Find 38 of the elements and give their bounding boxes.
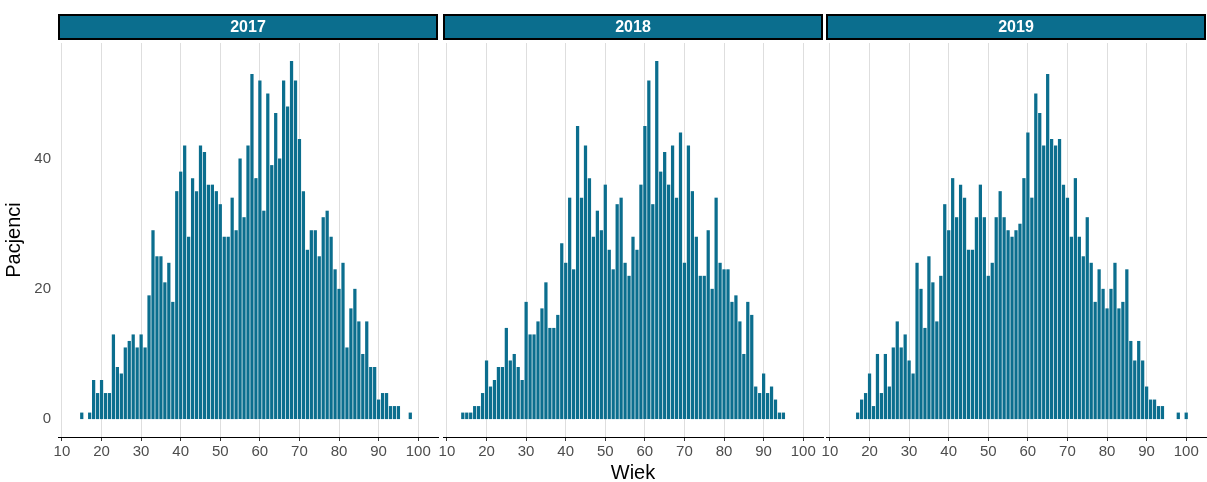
- x-tick-label: 70: [676, 442, 693, 460]
- x-tick-label: 30: [132, 442, 150, 460]
- x-tick-label: 100: [790, 442, 816, 460]
- y-tick-label: 0: [42, 409, 51, 427]
- x-tick-label: 40: [940, 442, 958, 460]
- x-tick-label: 90: [370, 442, 387, 460]
- y-axis-title: Pacjenci: [1, 202, 24, 278]
- chart-title: 2017: [58, 14, 438, 40]
- x-tick-label: 50: [211, 442, 229, 460]
- x-tick-label: 30: [517, 442, 535, 460]
- x-tick-label: 80: [1098, 442, 1116, 460]
- x-tick-label: 60: [251, 442, 269, 460]
- x-tick-label: 20: [93, 442, 110, 460]
- x-tick-label: 100: [405, 442, 431, 460]
- x-tick-label: 80: [715, 442, 733, 460]
- x-tick-label: 60: [1019, 442, 1037, 460]
- x-tick-label: 40: [172, 442, 190, 460]
- x-tick-label: 50: [596, 442, 614, 460]
- chart-title: 2019: [826, 14, 1206, 40]
- x-tick-label: 20: [861, 442, 878, 460]
- x-tick-label: 10: [438, 442, 456, 460]
- y-tick-label: 20: [34, 278, 51, 296]
- x-tick-label: 70: [291, 442, 308, 460]
- x-tick-label: 20: [478, 442, 495, 460]
- x-tick-label: 90: [1138, 442, 1155, 460]
- x-tick-label: 90: [755, 442, 772, 460]
- chart-title: 2018: [443, 14, 823, 40]
- x-tick-label: 10: [821, 442, 839, 460]
- y-tick-label: 40: [34, 148, 51, 166]
- x-tick-label: 10: [53, 442, 71, 460]
- x-tick-label: 30: [900, 442, 918, 460]
- x-tick-label: 40: [557, 442, 575, 460]
- x-tick-label: 50: [979, 442, 997, 460]
- x-tick-label: 80: [330, 442, 348, 460]
- x-axis-title: Wiek: [609, 461, 657, 482]
- x-tick-label: 70: [1059, 442, 1076, 460]
- x-tick-label: 60: [636, 442, 654, 460]
- x-tick-label: 100: [1173, 442, 1199, 460]
